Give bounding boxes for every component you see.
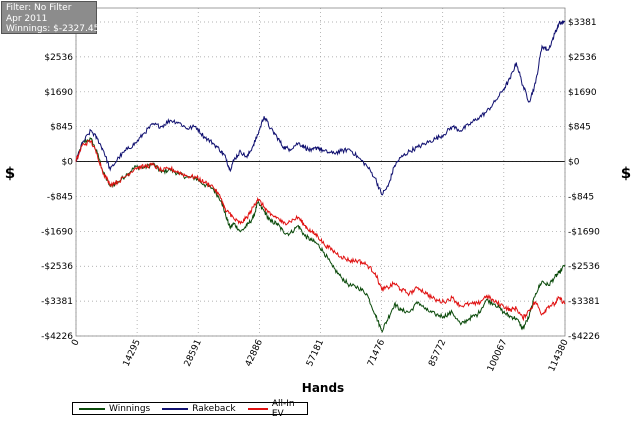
y-tick-label-left: $0 (62, 158, 74, 168)
y-axis-right-ticks: $3381 $2536 $1690 $845 $0 -$845 -$1690 -$2536 -$… (568, 18, 600, 342)
legend-item-rakeback: Rakeback (162, 403, 236, 414)
y-tick-label-left: -$845 (47, 192, 73, 202)
legend-label-winnings: Winnings (109, 403, 151, 414)
y-tick-label-right: $845 (568, 123, 591, 133)
x-tick-label: 42886 (244, 338, 265, 368)
y-tick-label-left: $845 (50, 123, 73, 133)
filter-info-box: Filter: No Filter Apr 2011 Winnings: $-2… (1, 1, 100, 34)
y-tick-label-left: $1690 (44, 88, 73, 98)
series-lines (75, 20, 566, 333)
y-axis-title-left: $ (5, 164, 15, 182)
period-label: Apr 2011 (6, 13, 48, 24)
x-axis-ticks: 0 14295 28591 42886 57181 71476 85772 100067 114… (70, 338, 571, 374)
legend-swatch-rakeback (162, 407, 189, 410)
y-tick-label-right: $2536 (568, 53, 597, 63)
x-tick-label: 57181 (305, 338, 326, 368)
y-tick-label-right: -$2536 (568, 262, 600, 272)
y-tick-label-left: -$4226 (41, 332, 73, 342)
x-tick-label: 114380 (547, 338, 571, 374)
y-tick-label-right: $3381 (568, 18, 597, 28)
y-tick-label-right: -$4226 (568, 332, 600, 342)
y-axis-left-ticks: $3381$2536$1690$845$0-$845-$1690-$2536-$… (41, 18, 73, 342)
y-tick-label-right: $1690 (568, 88, 597, 98)
y-tick-label-right: -$845 (568, 192, 594, 202)
series-line-rakeback (75, 20, 566, 196)
legend-swatch-winnings (79, 407, 105, 410)
filter-label: Filter: No Filter (6, 3, 72, 13)
y-tick-label-right: $0 (568, 158, 580, 168)
legend-item-winnings: Winnings (79, 404, 150, 414)
y-tick-label-right: -$3381 (568, 297, 600, 307)
series-line-all-in-ev (75, 139, 566, 322)
plot-area (75, 7, 566, 337)
x-tick-label: 100067 (486, 338, 510, 373)
legend: Winnings Rakeback All-In EV (72, 399, 308, 419)
x-tick-label: 85772 (427, 338, 448, 368)
y-tick-label-right: -$1690 (568, 227, 600, 237)
y-tick-label-left: -$1690 (41, 227, 73, 237)
x-tick-label: 28591 (183, 338, 204, 368)
winnings-total: Winnings: $-2327.45 (6, 24, 100, 34)
x-tick-label: 14295 (122, 338, 143, 368)
legend-label-allin-ev: All-In EV (271, 398, 295, 419)
chart-grid (75, 8, 566, 337)
legend-label-rakeback: Rakeback (192, 403, 236, 414)
y-tick-label-left: -$2536 (41, 262, 73, 272)
y-tick-label-left: -$3381 (41, 297, 73, 307)
x-tick-label: 0 (70, 338, 82, 348)
x-axis-title: Hands (302, 381, 344, 395)
legend-item-allin-ev: All-In EV (247, 398, 301, 419)
y-axis-title-right: $ (621, 164, 631, 182)
y-tick-label-left: $2536 (44, 53, 73, 63)
legend-swatch-allin-ev (247, 407, 268, 410)
x-tick-label: 71476 (366, 338, 387, 368)
